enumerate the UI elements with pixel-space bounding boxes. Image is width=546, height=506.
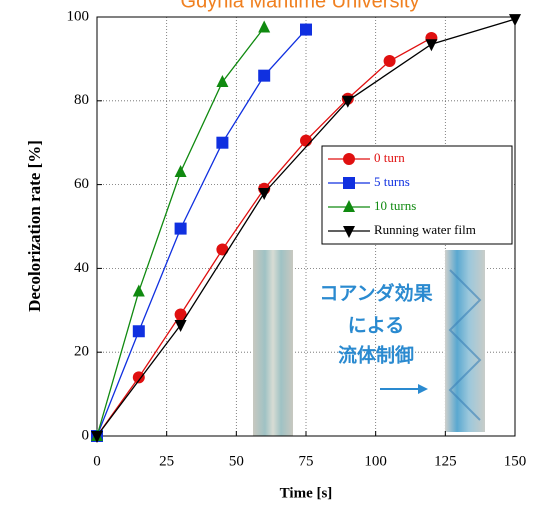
legend-label: 0 turn: [374, 150, 405, 165]
legend-marker: [343, 177, 355, 189]
point: [175, 165, 187, 177]
x-tick-label: 100: [364, 453, 387, 469]
y-tick-label: 80: [74, 92, 89, 108]
x-tick-label: 150: [504, 453, 527, 469]
arrow-head: [418, 384, 428, 394]
annotation: 流体制御: [338, 344, 414, 367]
legend-marker: [343, 153, 355, 165]
y-tick-label: 60: [74, 176, 89, 192]
y-tick-label: 0: [82, 427, 90, 443]
chart: Gdynia Maritime University コアンダ効果 による 流体…: [0, 0, 546, 506]
annotation: による: [348, 315, 404, 337]
photo: [253, 250, 293, 436]
legend-label: Running water film: [374, 222, 476, 237]
point: [300, 24, 312, 36]
point: [384, 55, 396, 67]
point: [175, 223, 187, 235]
chart-title: Gdynia Maritime University: [181, 0, 420, 12]
point: [216, 137, 228, 149]
point: [133, 284, 145, 296]
x-tick-label: 75: [299, 453, 314, 469]
legend-label: 5 turns: [374, 174, 410, 189]
legend-label: 10 turns: [374, 198, 416, 213]
y-tick-label: 20: [74, 344, 89, 360]
y-axis-label: Decolorization rate [%]: [25, 140, 44, 312]
point: [300, 135, 312, 147]
y-tick-label: 40: [74, 260, 89, 276]
point: [133, 325, 145, 337]
point: [258, 20, 270, 32]
x-tick-label: 50: [229, 453, 244, 469]
x-axis-label: Time [s]: [280, 485, 333, 501]
annotation: コアンダ効果: [319, 282, 432, 305]
x-tick-label: 0: [93, 453, 101, 469]
y-tick-label: 100: [67, 8, 90, 24]
x-tick-label: 25: [159, 453, 174, 469]
point: [425, 39, 437, 51]
point: [258, 70, 270, 82]
x-tick-label: 125: [434, 453, 457, 469]
point: [216, 244, 228, 256]
